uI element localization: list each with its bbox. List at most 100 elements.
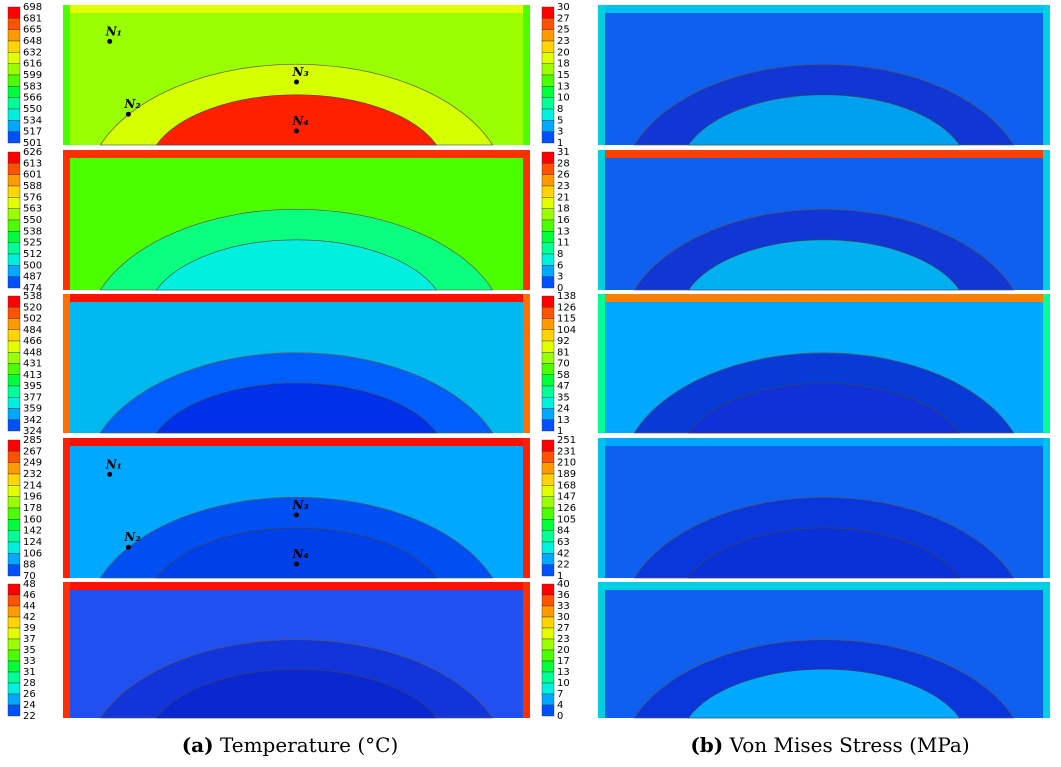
colorbar-tick-label: 36 (557, 590, 570, 601)
node-label: N₁ (105, 457, 122, 471)
colorbar-tick-label: 550 (23, 104, 42, 115)
colorbar-tick-label: 613 (23, 158, 42, 169)
colorbar-swatch (541, 660, 555, 673)
colorbar-tick-label: 616 (23, 59, 42, 70)
colorbar-tick-label: 1 (557, 571, 563, 582)
colorbar-tick-label: 4 (557, 700, 563, 711)
colorbar-tick-label: 27 (557, 13, 570, 24)
colorbar-tick-label: 538 (23, 291, 42, 302)
colorbar-swatch (7, 649, 21, 662)
colorbar-swatch (7, 352, 21, 364)
colorbar-tick-label: 23 (557, 634, 570, 645)
colorbar-swatch (7, 397, 21, 409)
colorbar-swatch (541, 63, 555, 76)
contour-side (523, 438, 530, 578)
colorbar-tick-label: 21 (557, 192, 570, 203)
contour-top-band (598, 582, 1050, 590)
colorbar-swatch (541, 197, 555, 209)
node-marker (294, 128, 299, 134)
colorbar-tick-label: 665 (23, 25, 42, 36)
colorbar-swatch (541, 52, 555, 64)
colorbar-tick-label: 466 (23, 336, 42, 347)
colorbar-tick-label: 214 (23, 480, 42, 491)
colorbar-tick-label: 26 (557, 170, 570, 181)
colorbar-swatch (541, 649, 555, 662)
colorbar-tick-label: 84 (557, 526, 570, 537)
colorbar-tick-label: 5 (557, 115, 563, 126)
colorbar-tick-label: 566 (23, 93, 42, 104)
colorbar-tick-label: 126 (557, 503, 576, 514)
contour-dome (155, 94, 438, 146)
colorbar-tick-label: 31 (557, 147, 570, 158)
node-marker (294, 79, 299, 85)
colorbar-swatch (7, 553, 21, 565)
colorbar-swatch (541, 553, 555, 565)
node-label: N₂ (123, 530, 140, 544)
colorbar-swatch (541, 638, 555, 651)
colorbar-swatch (7, 530, 21, 543)
colorbar-swatch (7, 583, 21, 596)
colorbar-tick-label: 324 (23, 426, 42, 437)
colorbar-swatch (541, 242, 555, 255)
colorbar-tick-label: 13 (557, 226, 570, 237)
colorbar-tick-label: 142 (23, 526, 42, 537)
colorbar-tick-label: 359 (23, 404, 42, 415)
colorbar-swatch (541, 74, 555, 87)
colorbar-tick-label: 599 (23, 70, 42, 81)
contour-dome (155, 668, 438, 719)
contour-top-band (63, 5, 530, 13)
colorbar-tick-label: 196 (23, 492, 42, 503)
colorbar-tick-label: 232 (23, 469, 42, 480)
colorbar-tick-label: 448 (23, 347, 42, 358)
colorbar-swatch (7, 439, 21, 452)
colorbar-tick-label: 484 (23, 325, 42, 336)
node-marker (125, 111, 131, 117)
colorbar-swatch (7, 660, 21, 673)
contour-top-band (598, 438, 1050, 446)
node-marker (294, 512, 299, 518)
colorbar-swatch (7, 174, 21, 187)
colorbar-tick-label: 1 (557, 426, 563, 437)
colorbar-tick-label: 35 (23, 645, 36, 656)
caption-text: Von Mises Stress (MPa) (729, 733, 970, 757)
colorbar-swatch (7, 473, 21, 486)
colorbar-swatch (7, 564, 21, 577)
colorbar-swatch (7, 541, 21, 554)
colorbar-tick-label: 501 (23, 138, 42, 149)
colorbar-tick-label: 168 (557, 480, 576, 491)
colorbar-tick-label: 285 (23, 435, 42, 446)
colorbar-swatch (541, 329, 555, 342)
colorbar-swatch (541, 265, 555, 277)
colorbar-swatch (541, 174, 555, 187)
colorbar-swatch (7, 219, 21, 232)
colorbar-swatch (541, 318, 555, 330)
colorbar-tick-label: 138 (557, 291, 576, 302)
colorbar-tick-label: 342 (23, 415, 42, 426)
colorbar-tick-label: 22 (23, 711, 36, 722)
colorbar-tick-label: 6 (557, 260, 563, 271)
colorbar-swatch (7, 108, 21, 121)
colorbar-swatch (541, 541, 555, 554)
node-marker (125, 544, 131, 550)
colorbar-swatch (7, 340, 21, 353)
colorbar-swatch (541, 208, 555, 221)
colorbar-swatch (7, 231, 21, 243)
contour-dome (687, 239, 961, 291)
colorbar-swatch (7, 408, 21, 420)
caption-a: (a) Temperature (°C) (182, 733, 399, 757)
colorbar-swatch (7, 594, 21, 607)
colorbar-swatch (7, 120, 21, 132)
colorbar-tick-label: 538 (23, 226, 42, 237)
contour-top-band (598, 150, 1050, 158)
contour-side (1043, 438, 1050, 578)
colorbar-swatch (541, 363, 555, 375)
contour-side (598, 582, 605, 718)
colorbar-swatch (7, 671, 21, 684)
colorbar-swatch (541, 627, 555, 640)
node-label: N₃ (292, 498, 309, 512)
colorbar-swatch (7, 496, 21, 509)
colorbar-swatch (541, 682, 555, 695)
colorbar-tick-label: 115 (557, 314, 576, 325)
colorbar-tick-label: 33 (23, 656, 36, 667)
colorbar-tick-label: 7 (557, 689, 563, 700)
